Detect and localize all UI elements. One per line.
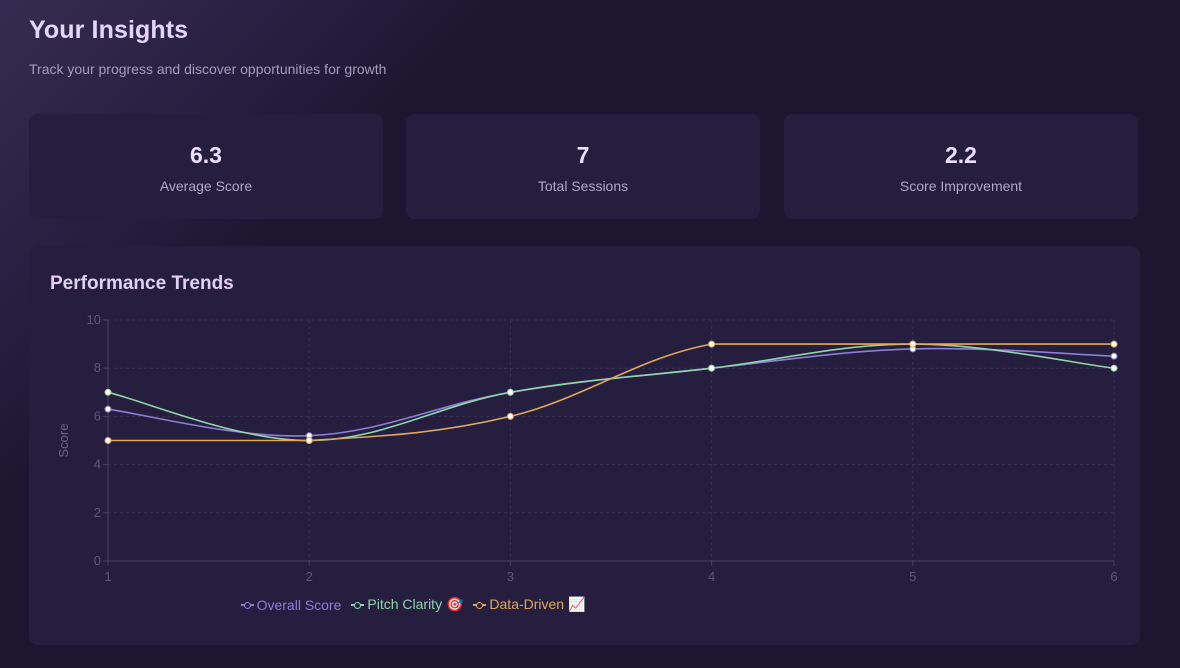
data-point[interactable] — [909, 340, 917, 348]
y-tick-label: 10 — [87, 312, 101, 327]
stat-label: Average Score — [159, 178, 253, 194]
legend-label: Pitch Clarity 🎯 — [367, 596, 464, 612]
chart-legend: Overall Score Pitch Clarity 🎯 Data-Driven … — [29, 596, 797, 613]
data-point[interactable] — [305, 437, 313, 444]
y-axis-label: Score — [56, 424, 71, 458]
y-tick-label: 6 — [94, 408, 101, 423]
data-point[interactable] — [104, 405, 112, 413]
legend-dot — [243, 601, 251, 609]
x-tick-label: 2 — [306, 569, 313, 584]
stat-value: 2.2 — [945, 142, 977, 168]
data-point[interactable] — [708, 364, 716, 372]
stat-label: Score Improvement — [899, 178, 1023, 194]
page-subtitle: Track your progress and discover opportu… — [29, 61, 387, 77]
legend-item[interactable]: Overall Score — [240, 596, 342, 613]
y-tick-label: 8 — [94, 360, 101, 375]
stat-card-total-sessions: 7 Total Sessions — [406, 114, 760, 219]
legend-swatch — [240, 600, 254, 610]
series-line-0 — [107, 347, 1115, 437]
legend-label: Data-Driven 📈 — [489, 596, 586, 612]
stat-card-score-improvement: 2.2 Score Improvement — [784, 114, 1138, 219]
data-point[interactable] — [506, 388, 514, 396]
data-point[interactable] — [708, 340, 716, 348]
stat-value: 6.3 — [190, 142, 222, 168]
data-point[interactable] — [1110, 340, 1118, 348]
legend-swatch — [473, 600, 487, 610]
data-point[interactable] — [1110, 352, 1118, 360]
x-tick-label: 5 — [909, 569, 916, 584]
legend-dot — [354, 601, 362, 609]
legend-item[interactable]: Data-Driven 📈 — [473, 596, 585, 613]
x-tick-label: 6 — [1110, 569, 1117, 584]
data-point[interactable] — [506, 412, 514, 420]
performance-trends-card: Performance Trends 0 2 4 6 8 10 1 2 3 4 5 6 Score Ov… — [29, 246, 1140, 645]
y-tick-label: 0 — [94, 553, 101, 568]
legend-dot — [476, 601, 484, 609]
x-tick-label: 3 — [507, 569, 514, 584]
stat-value: 7 — [576, 142, 590, 168]
series-line-2 — [108, 343, 1114, 442]
data-point[interactable] — [104, 388, 112, 396]
legend-label: Overall Score — [256, 596, 342, 613]
stat-label: Total Sessions — [537, 178, 629, 194]
y-tick-label: 2 — [94, 505, 101, 520]
legend-item[interactable]: Pitch Clarity 🎯 — [351, 596, 463, 613]
series-line-1 — [107, 343, 1115, 442]
x-tick-label: 4 — [708, 569, 715, 584]
legend-swatch — [351, 600, 365, 610]
chart-title: Performance Trends — [50, 273, 234, 294]
x-tick-label: 1 — [104, 569, 111, 584]
stat-card-average-score: 6.3 Average Score — [29, 114, 383, 219]
data-point[interactable] — [1110, 364, 1118, 372]
y-tick-label: 4 — [94, 457, 101, 472]
page-title: Your Insights — [29, 16, 189, 44]
data-point[interactable] — [104, 437, 112, 444]
